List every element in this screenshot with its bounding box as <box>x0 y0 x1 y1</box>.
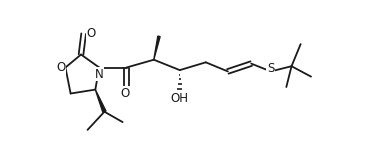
Text: O: O <box>56 61 66 74</box>
Polygon shape <box>154 36 160 60</box>
Text: O: O <box>87 27 96 40</box>
Text: O: O <box>120 87 130 100</box>
Text: S: S <box>267 62 274 75</box>
Polygon shape <box>95 90 106 112</box>
Text: OH: OH <box>171 92 189 105</box>
Text: N: N <box>95 68 104 81</box>
